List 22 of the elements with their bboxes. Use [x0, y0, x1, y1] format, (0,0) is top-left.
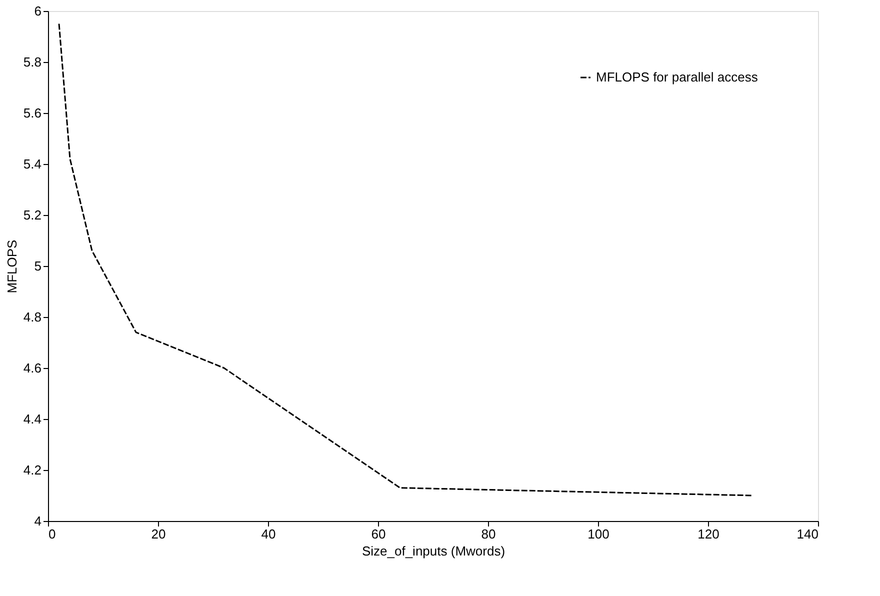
- legend-label: MFLOPS for parallel access: [596, 70, 758, 84]
- y-tick-label: 4: [34, 514, 42, 528]
- x-tick-label: 20: [151, 526, 166, 542]
- x-tick-label: 120: [698, 526, 720, 542]
- x-tick-label: 100: [588, 526, 610, 542]
- y-tick-label: 4.8: [23, 310, 42, 324]
- y-axis-title: MFLOPS: [4, 239, 20, 294]
- y-tick-label: 5.6: [23, 106, 42, 120]
- y-tick-label: 6: [34, 4, 42, 18]
- y-tick-label: 5: [34, 258, 42, 274]
- x-tick-label: 60: [371, 526, 386, 542]
- y-tick-label: 5.4: [23, 156, 42, 172]
- y-tick-label: 5.8: [23, 54, 42, 70]
- x-tick-label: 0: [48, 526, 56, 542]
- y-tick-label: 5.2: [23, 208, 42, 222]
- x-axis-title: Size_of_inputs (Mwords): [362, 544, 506, 558]
- y-tick-label: 4.4: [23, 412, 42, 426]
- x-tick-label: 40: [261, 526, 276, 542]
- x-tick-label: 140: [796, 526, 818, 542]
- x-tick-label: 80: [481, 526, 496, 542]
- y-tick-label: 4.2: [23, 462, 42, 478]
- y-tick-label: 4.6: [23, 360, 42, 376]
